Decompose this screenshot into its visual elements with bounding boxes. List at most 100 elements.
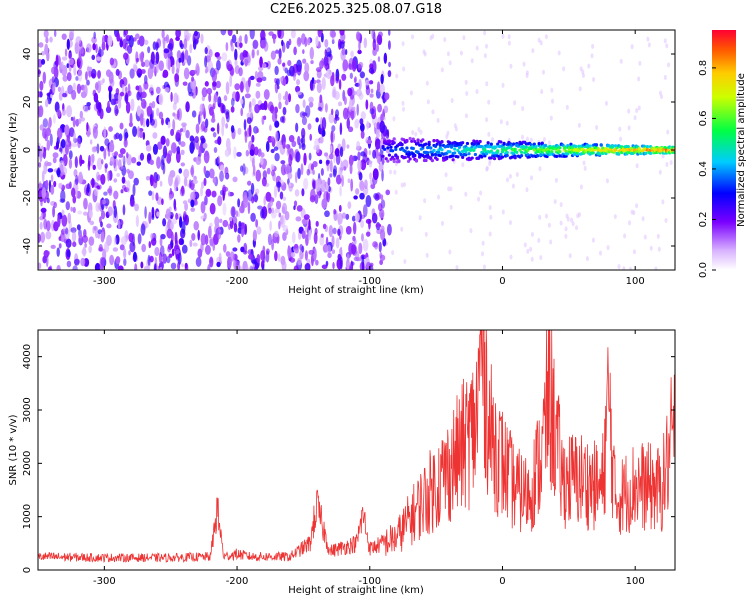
spectrogram-cell	[478, 139, 482, 144]
spectrogram-cell	[38, 161, 42, 168]
spectrogram-cell	[39, 149, 43, 163]
spectrogram-cell	[243, 119, 247, 131]
spectrogram-cell	[421, 138, 425, 142]
spectrogram-cell	[262, 63, 267, 69]
spectrogram-cell	[257, 66, 264, 72]
spectrogram-cell	[300, 33, 306, 45]
spectrogram-cell	[238, 35, 243, 43]
spectrogram-cell	[239, 52, 245, 62]
spectrogram-cell	[220, 30, 227, 36]
spectrogram-cell	[637, 105, 641, 111]
spectrogram-cell	[489, 142, 493, 146]
spectrogram-cell	[387, 143, 392, 147]
spectrogram-cell	[96, 157, 103, 170]
spectrogram-cell	[148, 190, 153, 196]
snr-plot-area	[38, 330, 675, 564]
spectrogram-cell	[38, 90, 41, 98]
spectrogram-cell	[127, 44, 133, 55]
spectrogram-cell	[159, 236, 163, 247]
spectrogram-cell	[219, 164, 225, 173]
spectrogram-cell	[301, 116, 307, 126]
spectrogram-cell	[108, 126, 113, 132]
spectrogram-cell	[537, 37, 541, 43]
spectrogram-cell	[194, 136, 200, 143]
spectrogram-cell	[101, 199, 106, 205]
spectrogram-cell	[408, 136, 412, 141]
spectrogram-cell	[79, 154, 83, 167]
spectrogram-cell	[106, 223, 112, 229]
spectrogram-cell	[425, 252, 429, 258]
spectrogram-cell	[400, 226, 404, 232]
spectrogram-cell	[40, 51, 46, 56]
spectrogram-cell	[167, 43, 174, 50]
spectrogram-cell	[411, 137, 415, 141]
spectrogram-cell	[418, 215, 422, 221]
spectrogram-cell	[526, 248, 530, 254]
spectrogram-cell	[309, 133, 312, 141]
spectrogram-cell	[635, 163, 639, 169]
spectrogram-cell	[305, 234, 309, 247]
spectrogram-cell	[137, 39, 140, 46]
spectrogram-cell	[332, 165, 338, 176]
spectrogram-cell	[325, 155, 331, 160]
spectrogram-cell	[645, 145, 649, 149]
spectrogram-cell	[125, 101, 131, 114]
spectrogram-cell	[505, 153, 509, 158]
spectrogram-cell	[233, 222, 238, 233]
spectrogram-cell	[509, 254, 513, 260]
spectrogram-cell	[83, 228, 87, 238]
spectrogram-cell	[224, 109, 230, 116]
spectrogram-cell	[302, 49, 305, 55]
spectrogram-cell	[341, 73, 347, 81]
spectrogram-cell	[159, 180, 163, 187]
spectrogram-cell	[248, 77, 251, 88]
spectrogram-cell	[328, 225, 334, 238]
spectrogram-cell	[56, 168, 61, 176]
spectrogram-cell	[74, 41, 79, 55]
spectrogram-cell	[203, 177, 207, 187]
spectrogram-y-ticks: -40 -20 0 20 40	[22, 48, 675, 254]
spectrogram-cell	[257, 205, 263, 210]
spectrogram-cell	[366, 120, 370, 130]
spectrogram-cell	[166, 228, 173, 239]
spectrogram-cell	[208, 49, 213, 58]
spectrogram-cell	[227, 256, 232, 269]
spectrogram-cell	[338, 204, 342, 213]
spectrogram-cell	[159, 245, 165, 257]
spectrogram-cell	[386, 223, 392, 236]
spectrogram-cell	[544, 34, 548, 40]
spectrogram-cell	[355, 31, 361, 41]
spectrogram-cell	[107, 170, 110, 182]
spectrogram-cell	[214, 94, 218, 100]
spectrogram-cell	[282, 196, 287, 201]
spectrogram-cell	[70, 227, 77, 234]
spectrogram-cell	[505, 120, 509, 126]
spectrogram-cell	[339, 122, 343, 136]
spectrogram-cell	[368, 150, 372, 156]
spectrogram-cell	[82, 235, 89, 244]
spectrogram-cell	[641, 216, 645, 222]
spectrogram-cell	[123, 248, 127, 259]
spectrogram-cell	[221, 124, 225, 137]
spectrogram-cell	[50, 184, 55, 195]
snr-x-axis-label: Height of straight line (km)	[288, 585, 424, 596]
spectrogram-cell	[204, 244, 211, 255]
spectrogram-cell	[335, 75, 340, 84]
spectrogram-cell	[275, 200, 282, 210]
spectrogram-cell	[350, 178, 354, 192]
spectrogram-cell	[86, 79, 90, 86]
spectrogram-cell	[401, 41, 405, 47]
spectrogram-cell	[162, 145, 168, 159]
spectrogram-cell	[116, 32, 120, 42]
spectrogram-cell	[151, 214, 155, 220]
spectrogram-cell	[209, 238, 214, 247]
spectrogram-cell	[250, 182, 255, 195]
spectrogram-cell	[511, 183, 515, 189]
spectrogram-cell	[477, 196, 481, 202]
spectrogram-cell	[321, 77, 326, 90]
spectrogram-cell	[275, 49, 280, 54]
spectrogram-cell	[577, 122, 581, 128]
spectrogram-cell	[216, 261, 221, 268]
spectrogram-cell	[40, 207, 47, 213]
spectrogram-cell	[394, 189, 398, 195]
